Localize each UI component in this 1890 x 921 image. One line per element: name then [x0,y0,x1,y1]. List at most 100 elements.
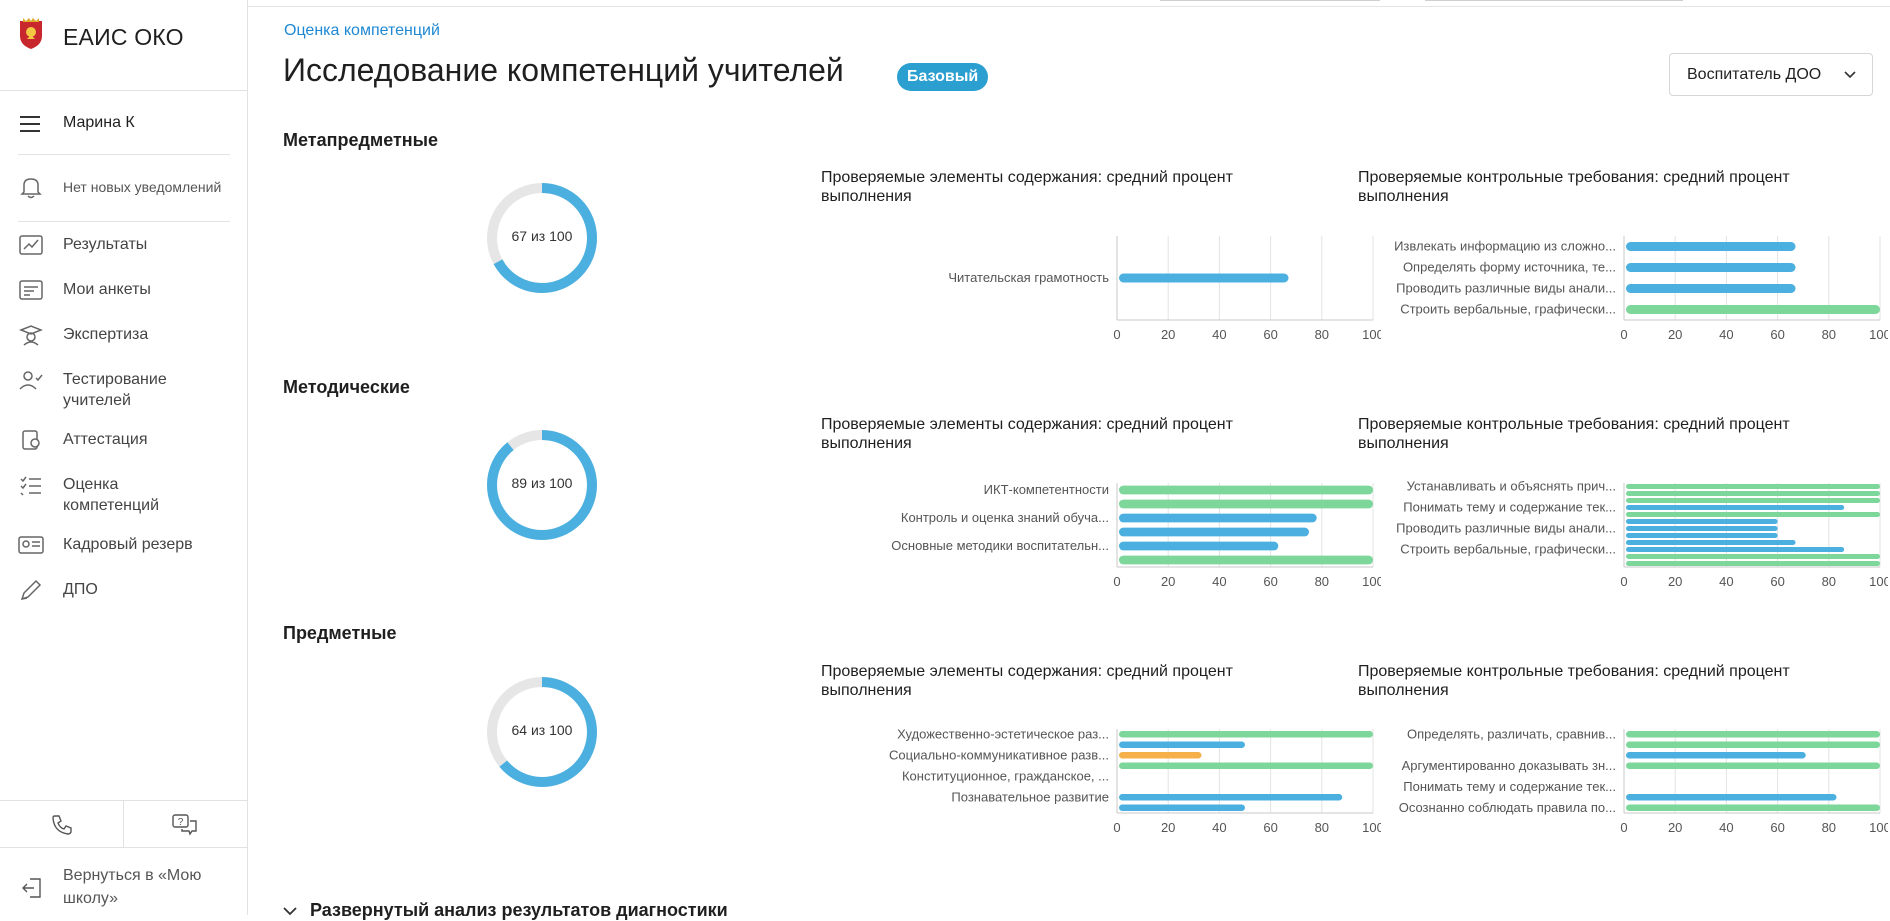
bar[interactable] [1119,751,1202,759]
bar[interactable] [1626,305,1880,314]
top-border-segment [1425,0,1683,1]
bar[interactable] [1119,555,1373,565]
score-donut: 67 из 100 [484,180,600,296]
sidebar-nav: Результаты Мои анкеты Экспертиза Тестиро… [0,234,247,624]
section-title-metasubject: Метапредметные [283,130,439,150]
bar[interactable] [1119,485,1373,495]
sidebar-item-dpo[interactable]: ДПО [0,579,247,624]
bar[interactable] [1626,561,1880,566]
score-label: 64 из 100 [511,722,573,738]
back-to-school-link[interactable]: Вернуться в «Мою школу» [0,862,247,912]
bar[interactable] [1119,541,1279,551]
sidebar-item-expertise[interactable]: Экспертиза [0,324,247,369]
bar[interactable] [1626,491,1880,496]
tick-label: 0 [1113,820,1120,835]
tick-label: 0 [1620,327,1627,342]
tick-label: 60 [1263,327,1277,342]
menu-icon[interactable] [20,116,40,132]
bar[interactable] [1626,804,1880,812]
bar[interactable] [1626,793,1837,801]
bar[interactable] [1626,512,1880,517]
bell-icon [20,178,42,199]
bar[interactable] [1626,547,1845,552]
bar[interactable] [1626,751,1806,759]
top-border [0,0,1890,7]
tick-label: 20 [1668,574,1682,589]
sidebar-item-surveys[interactable]: Мои анкеты [0,279,247,324]
content-elements-chart: 0 20 40 60 80 100 Художественно-эстетическое р… [889,726,1381,835]
score-label: 67 из 100 [511,228,573,244]
sidebar-item-results[interactable]: Результаты [0,234,247,279]
attestation-icon [22,430,40,450]
bar[interactable] [1119,793,1343,801]
bar[interactable] [1626,540,1796,545]
category-label: Извлекать информацию из сложно... [1394,239,1616,254]
category-label: Конституционное, гражданское, ... [902,768,1109,783]
content-elements-chart: 0 20 40 60 80 100 ИКТ-компетентности Контроль и… [891,482,1381,589]
tick-label: 40 [1212,327,1226,342]
tick-label: 100 [1869,574,1888,589]
sidebar-item-label: Оценка компетенций [63,476,160,514]
bar[interactable] [1119,499,1373,509]
brand[interactable]: ЕАИС ОКО [0,0,247,91]
bar[interactable] [1119,804,1245,812]
chat-button[interactable]: ? [123,801,246,848]
expert-icon [18,325,44,346]
sidebar-item-personnel-reserve[interactable]: Кадровый резерв [0,534,247,579]
bar[interactable] [1626,498,1880,503]
bar[interactable] [1119,741,1245,749]
donut-ring [487,430,597,540]
requirements-chart: 0 20 40 60 80 100 Устанавливать и объяснять пр… [1396,479,1888,590]
notifications-text: Нет новых уведомлений [63,179,222,195]
sidebar-item-teacher-testing[interactable]: Тестирование учителей [0,369,247,429]
divider [18,154,230,155]
bar[interactable] [1626,554,1880,559]
bar[interactable] [1119,730,1373,738]
role-select[interactable]: Воспитатель ДОО [1669,53,1873,96]
bar[interactable] [1626,263,1796,272]
analysis-expander[interactable]: Развернутый анализ результатов диагности… [283,900,728,921]
chart-title: Проверяемые элементы содержания: средний… [821,416,1233,452]
bar[interactable] [1626,526,1778,531]
score-donut: 89 из 100 [484,427,600,543]
main-content: Оценка компетенций Исследование компетен… [248,0,1890,920]
bar[interactable] [1626,741,1880,749]
tick-label: 60 [1770,327,1784,342]
bar[interactable] [1626,242,1796,251]
category-label: Основные методики воспитательн... [891,538,1109,553]
id-card-icon [18,536,44,554]
bar[interactable] [1626,519,1778,524]
category-label: Устанавливать и объяснять прич... [1407,479,1616,494]
bar[interactable] [1626,762,1880,770]
bar[interactable] [1626,284,1796,293]
chat-icon: ? [172,813,197,836]
bar[interactable] [1119,762,1373,770]
content-elements-chart: 0 20 40 60 80 100 Читательская грамотность [948,236,1381,342]
coat-of-arms-icon [20,18,42,49]
breadcrumb[interactable]: Оценка компетенций [284,22,440,39]
bar[interactable] [1119,527,1309,537]
tick-label: 40 [1212,820,1226,835]
bar[interactable] [1119,273,1289,283]
bar[interactable] [1626,484,1880,489]
score-donut: 64 из 100 [484,674,600,790]
bar[interactable] [1119,513,1317,523]
bar[interactable] [1626,730,1880,738]
bar[interactable] [1626,505,1845,510]
sidebar-item-attestation[interactable]: Аттестация [0,429,247,474]
sidebar-item-competence-assessment[interactable]: Оценка компетенций [0,474,247,534]
chart-title: Проверяемые элементы содержания: средний… [821,169,1233,205]
category-label: ИКТ-компетентности [984,482,1109,497]
phone-button[interactable] [0,801,123,848]
user-menu[interactable]: Марина К [18,110,228,146]
category-label: Аргументированно доказывать зн... [1402,758,1616,773]
notifications[interactable]: Нет новых уведомлений [18,173,233,203]
sidebar: ЕАИС ОКО Марина К Нет новых уведомлений … [0,0,248,915]
exit-icon [22,878,41,898]
category-label: Определять форму источника, те... [1403,260,1616,275]
requirements-chart: 0 20 40 60 80 100 Извлекать информацию из слож… [1394,236,1888,342]
role-select-value: Воспитатель ДОО [1687,66,1822,83]
category-label: Строить вербальные, графически... [1400,542,1616,557]
bar[interactable] [1626,533,1778,538]
level-badge: Базовый [897,63,989,91]
